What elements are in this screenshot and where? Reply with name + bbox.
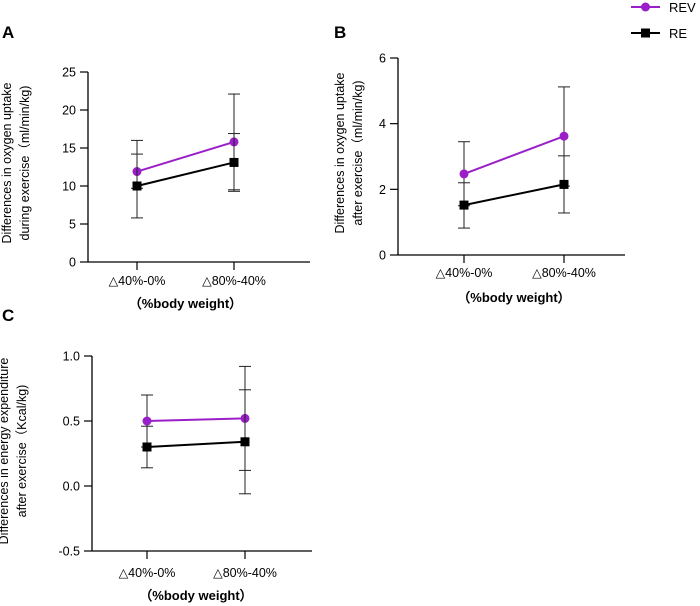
series-line-rev [136,140,235,173]
y-tick-label: 25 [62,66,76,80]
data-point-rev [142,416,152,426]
y-tick-label: 0.5 [63,415,80,429]
y-tick-label: 0 [69,256,76,270]
y-tick-label: 20 [62,104,76,118]
x-tick-label: △40%-0% [109,274,166,288]
y-axis-title-line: after exercise（ml/min/kg) [351,80,365,225]
data-point-re [132,181,142,191]
y-tick-label: 15 [62,142,76,156]
y-axis-title-line: Differences in oxygen uptake [333,72,347,233]
panel-label: A [2,23,14,42]
legend-label: REV [669,0,696,15]
y-axis-title-line: Differences in energy expenditure [0,358,11,545]
data-point-re [229,157,239,167]
y-tick-label: 1.0 [63,350,80,364]
legend-marker-rev [641,2,650,12]
data-point-re [559,179,569,189]
y-tick-label: 5 [69,218,76,232]
legend: REV RE [631,0,696,41]
x-axis-title: （%body weight） [129,296,242,311]
series-line-re [136,161,235,187]
x-tick-label: △80%-40% [213,566,277,580]
x-tick-label: △80%-40% [202,274,266,288]
panel-b: B 0 2 4 6 △40%-0% △80%-40% （%body weight） Differ… [333,23,625,305]
data-point-re [240,437,250,447]
panel-label: C [2,306,14,325]
panel-label: B [334,23,346,42]
data-point-re [459,200,469,210]
legend-marker-re [641,28,650,38]
series-line-rev [463,135,565,175]
y-tick-label: 2 [379,183,386,197]
legend-label: RE [669,26,687,41]
x-axis-title: （%body weight） [139,588,252,603]
x-tick-label: △40%-0% [119,566,176,580]
y-axis-title-line: during exercise（ml/min/kg) [18,86,32,241]
x-tick-label: △80%-40% [532,266,596,280]
x-tick-label: △40%-0% [436,266,493,280]
y-tick-label: 0 [379,249,386,263]
series-line-re [146,440,246,448]
series-line-re [463,183,565,207]
data-point-re [142,442,152,452]
y-axis-title-line: after exercise（Kcal/kg) [15,385,29,518]
y-tick-label: 0.0 [63,480,80,494]
panel-c: C -0.5 0.0 0.5 1.0 △40%-0% △80%-40% （%body weig… [0,306,312,603]
data-point-rev [559,131,569,141]
panel-a: A 0 5 10 15 20 25 △40%-0% △80%-40% （%body weight）… [0,23,310,311]
series-line-rev [146,417,246,422]
y-tick-label: -0.5 [58,545,80,559]
x-axis-title: （%body weight） [457,290,570,305]
y-axis-title-line: Differences in oxygen uptake [0,82,14,243]
y-tick-label: 6 [379,52,386,66]
y-tick-label: 10 [62,180,76,194]
data-point-rev [459,169,469,179]
y-tick-label: 4 [379,117,386,131]
